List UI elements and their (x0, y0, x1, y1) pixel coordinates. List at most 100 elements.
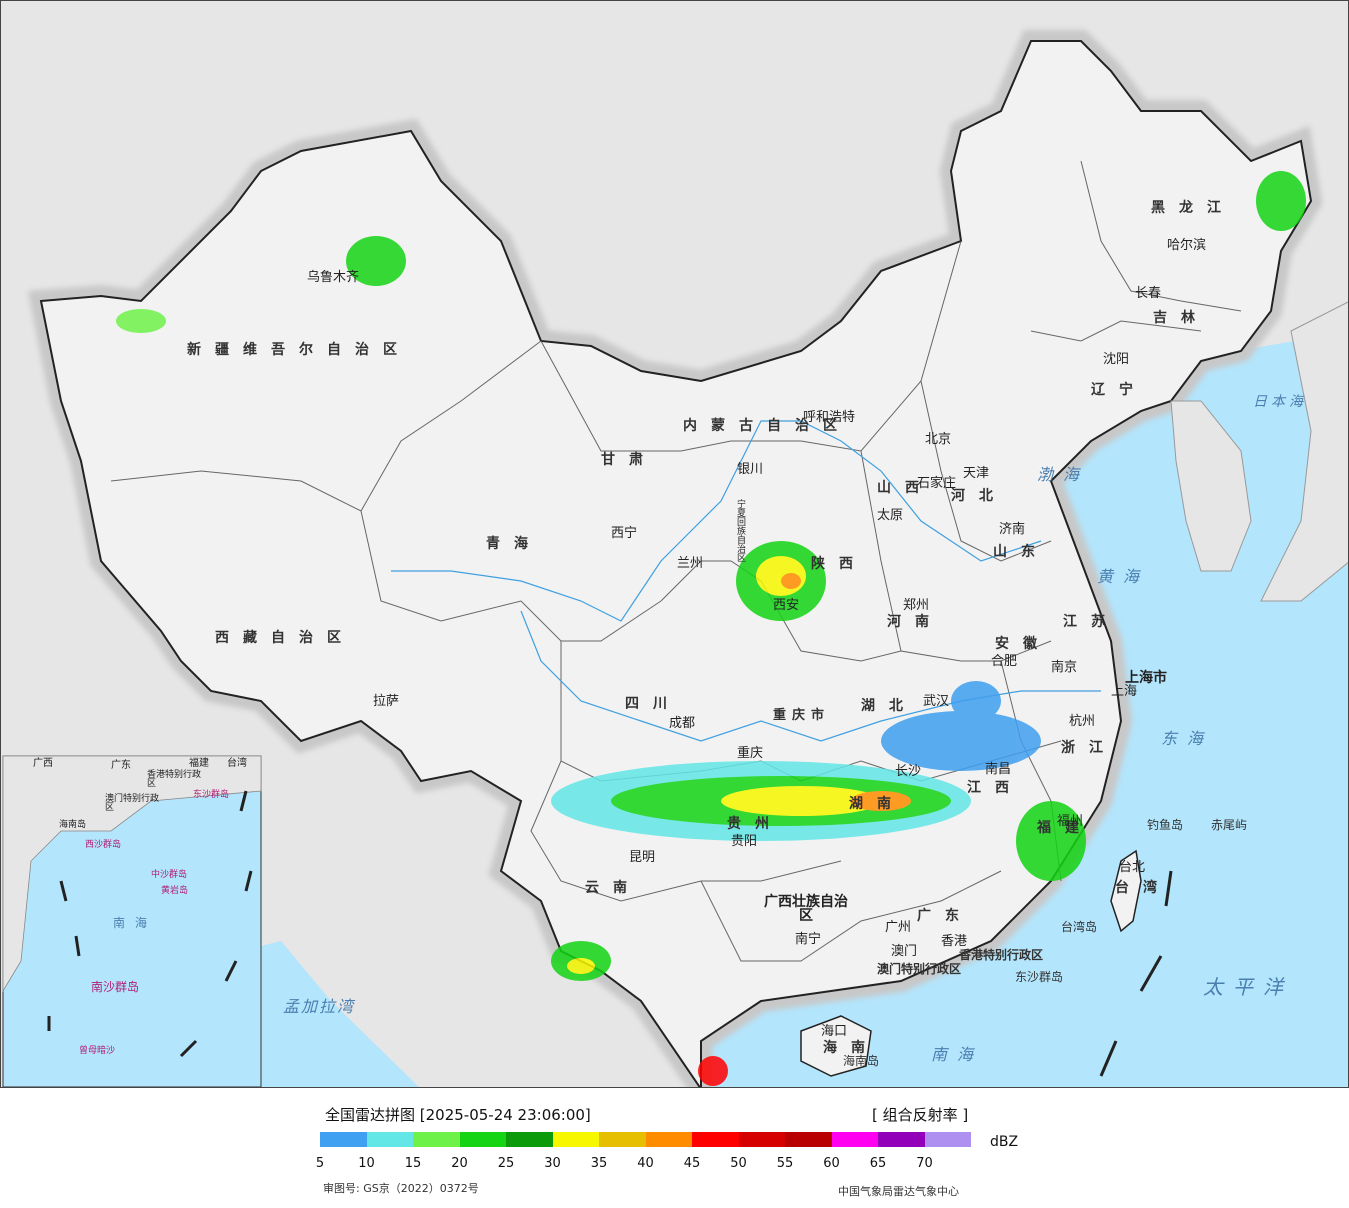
hainan-island (800, 1015, 872, 1077)
inset-taiwan: 台湾 (227, 758, 247, 769)
label-guizhou: 贵州 (727, 816, 783, 832)
city-changchun: 长春 (1135, 286, 1162, 301)
city-changsha: 长沙 (895, 764, 922, 779)
colorbar-tick-label: 50 (730, 1156, 747, 1171)
colorbar-tick-label: 30 (544, 1156, 561, 1171)
inset-zhongsha: 中沙群岛 (151, 870, 188, 880)
city-taibei: 台北 (1119, 860, 1146, 875)
colorbar-tick-label: 60 (823, 1156, 840, 1171)
korea-peninsula (1170, 400, 1252, 572)
legend-unit: dBZ (990, 1134, 1019, 1150)
city-fuzhou: 福州 (1057, 814, 1084, 829)
city-wulumuqi: 乌鲁木齐 (307, 270, 360, 285)
label-shaanxi: 陕西 (811, 556, 867, 572)
label-jiangsu: 江苏 (1063, 614, 1119, 630)
colorbar-cell (366, 1132, 413, 1147)
city-chengdu: 成都 (669, 716, 696, 731)
city-huhehaote: 呼和浩特 (803, 410, 856, 425)
legend-title: 全国雷达拼图 [2025-05-24 23:06:00] (325, 1106, 591, 1124)
city-wuhan: 武汉 (923, 694, 950, 709)
legend-panel: 全国雷达拼图 [2025-05-24 23:06:00] [ 组合反射率 ] 5… (0, 1088, 1349, 1208)
island-diaoyudao: 钓鱼岛 (1147, 818, 1184, 832)
label-ningxia: 宁夏回族自治区 (737, 500, 747, 564)
city-nanjing: 南京 (1051, 660, 1078, 675)
inset-huangyan: 黄岩岛 (161, 886, 189, 896)
colorbar-cell (599, 1132, 646, 1147)
label-guangdong: 广东 (917, 908, 973, 924)
city-guiyang: 贵阳 (731, 834, 758, 849)
city-lasa: 拉萨 (373, 694, 400, 709)
city-hangzhou: 杭州 (1069, 714, 1096, 729)
colorbar-cell (413, 1132, 460, 1147)
label-shandong: 山东 (993, 544, 1049, 560)
city-xining: 西宁 (611, 526, 638, 541)
colorbar-cell (692, 1132, 739, 1147)
colorbar-tick-label: 70 (916, 1156, 933, 1171)
inset-guangxi: 广西 (33, 758, 53, 769)
label-xinjiang: 新疆维吾尔自治区 (187, 342, 411, 358)
inset-nanhai: 南海 (113, 916, 158, 930)
colorbar-cell (831, 1132, 878, 1147)
label-jiangxi: 江西 (967, 780, 1023, 796)
inset-hainandao: 海南岛 (59, 820, 87, 830)
radar-map: 新疆维吾尔自治区 西藏自治区 青海 甘肃 内蒙古自治区 黑龙江 吉林 辽宁 河北… (0, 0, 1349, 1088)
colorbar-cell (785, 1132, 832, 1147)
label-qinghai: 青海 (486, 536, 542, 552)
label-hunan: 湖南 (849, 796, 905, 812)
inset-nansha: 南沙群岛 (91, 980, 140, 994)
colorbar-cell (878, 1132, 925, 1147)
label-yunnan: 云南 (585, 880, 641, 896)
island-chiweiyu: 赤尾屿 (1211, 818, 1248, 832)
label-chongqing: 重庆市 (773, 708, 831, 723)
colorbar-ticks: 5 10 15 20 25 30 35 40 45 50 55 60 65 70 (316, 1156, 980, 1172)
city-xianggang: 香港 (941, 934, 968, 949)
colorbar-cell (738, 1132, 785, 1147)
city-shijiazhuang: 石家庄 (917, 476, 957, 491)
colorbar-tick-label: 55 (776, 1156, 794, 1171)
sea-taipingyang: 太平洋 (1203, 975, 1293, 999)
issuer-name: 中国气象局雷达气象中心 (838, 1185, 959, 1198)
japan-land (1260, 301, 1348, 602)
city-kunming: 昆明 (629, 850, 656, 865)
label-shanxi: 山西 (877, 480, 933, 496)
colorbar-tick-label: 20 (451, 1156, 468, 1171)
colorbar-cell (459, 1132, 506, 1147)
label-guangxi: 广西壮族自治区 (764, 894, 848, 924)
colorbar-cell (645, 1132, 692, 1147)
city-guangzhou: 广州 (885, 920, 912, 935)
city-haerbin: 哈尔滨 (1167, 238, 1207, 253)
label-henan: 河南 (887, 614, 943, 630)
inset-macau: 澳门特别行政区 (105, 794, 160, 813)
label-heilongjiang: 黑龙江 (1151, 200, 1235, 216)
label-hainan: 海南 (823, 1040, 879, 1056)
colorbar-tick-label: 10 (358, 1156, 375, 1171)
island-taiwandao: 台湾岛 (1061, 920, 1098, 934)
label-xizang: 西藏自治区 (215, 630, 355, 646)
city-jinan: 济南 (999, 522, 1026, 537)
city-nanchang: 南昌 (985, 762, 1012, 777)
colorbar-tick-label: 5 (315, 1156, 325, 1171)
city-shanghai: 上海 (1111, 684, 1138, 699)
colorbar-tick-label: 35 (590, 1156, 608, 1171)
sea-bohai: 渤海 (1037, 465, 1090, 484)
label-jilin: 吉林 (1153, 310, 1209, 326)
map-approval-number: 审图号: GS京（2022）0372号 (323, 1182, 479, 1195)
label-hubei: 湖北 (861, 698, 917, 714)
label-shanghai: 上海市 (1125, 670, 1167, 686)
city-hefei: 合肥 (991, 654, 1018, 669)
city-chongqing: 重庆 (737, 746, 764, 761)
sea-mengjialawan: 孟加拉湾 (283, 997, 356, 1016)
city-yinchuan: 银川 (737, 462, 764, 477)
colorbar-cell (506, 1132, 553, 1147)
sea-nanhai: 南海 (931, 1045, 984, 1064)
city-tianjin: 天津 (963, 466, 990, 481)
taiwan-island (1110, 849, 1142, 933)
label-gansu: 甘肃 (601, 452, 657, 468)
colorbar-tick-label: 15 (404, 1156, 422, 1171)
label-sichuan: 四川 (625, 696, 681, 712)
radar-map-svg (2, 30, 1348, 1087)
legend-product: [ 组合反射率 ] (872, 1106, 969, 1124)
city-xian: 西安 (773, 598, 800, 613)
colorbar (320, 1132, 971, 1147)
city-aomen: 澳门 (891, 944, 918, 959)
